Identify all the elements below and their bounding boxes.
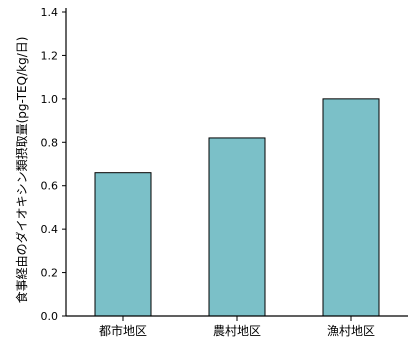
y-tick-label: 0.8 bbox=[41, 136, 59, 149]
y-tick-label: 0.6 bbox=[41, 180, 59, 193]
bar-3 bbox=[322, 98, 380, 317]
x-tick-label: 農村地区 bbox=[213, 324, 261, 338]
plot-area: 都市地区 農村地区 漁村地区 0.0 0.2 0.4 0.6 0.8 1.0 1.2 1.4 bbox=[41, 6, 408, 338]
y-tick-label: 0.0 bbox=[41, 310, 59, 323]
y-tick-label: 1.4 bbox=[41, 6, 59, 19]
bar-1 bbox=[94, 172, 152, 317]
x-tick-label: 都市地区 bbox=[99, 323, 147, 338]
y-tick-label: 0.2 bbox=[41, 267, 59, 280]
x-tick-label: 漁村地区 bbox=[327, 324, 375, 338]
y-tick-label: 0.4 bbox=[41, 223, 59, 236]
y-axis-label: 食事経由のダイオキシン類摂取量(pg-TEQ/kg/日) bbox=[14, 37, 29, 304]
bar-2 bbox=[208, 137, 266, 317]
y-tick-label: 1.2 bbox=[41, 49, 59, 62]
y-tick-label: 1.0 bbox=[41, 93, 59, 106]
